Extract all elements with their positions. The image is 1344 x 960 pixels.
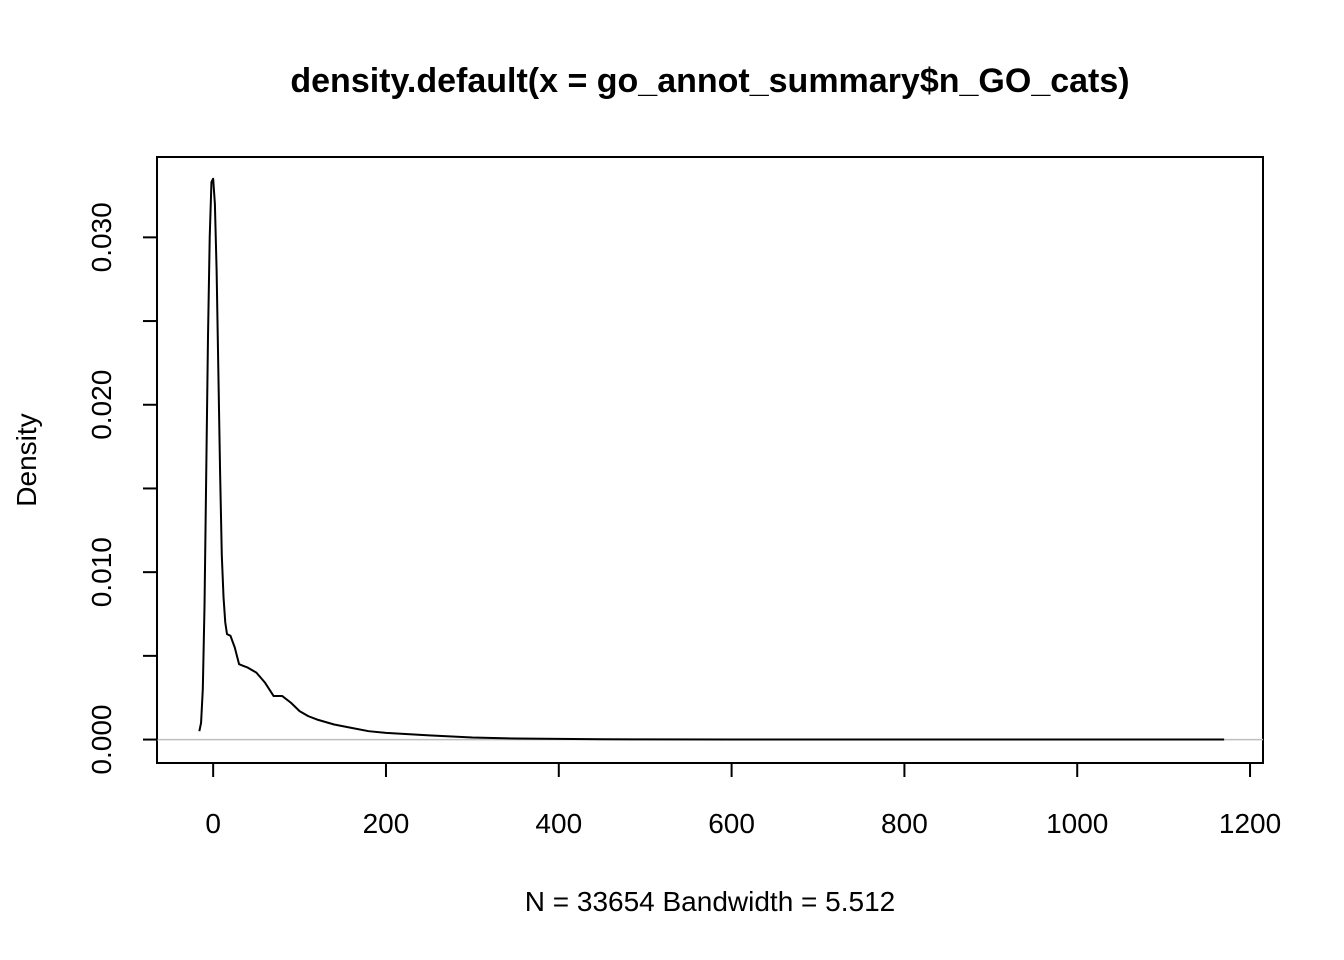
x-axis: 0 200 400 600 800 1000 1200: [205, 762, 1281, 839]
x-tick-label: 200: [363, 808, 410, 839]
x-tick-label: 400: [535, 808, 582, 839]
y-tick-label: 0.030: [86, 202, 117, 272]
x-tick-label: 1200: [1219, 808, 1281, 839]
x-tick-label: 0: [205, 808, 221, 839]
x-tick-label: 600: [708, 808, 755, 839]
y-tick-label: 0.000: [86, 705, 117, 775]
plot-frame: [156, 156, 1264, 764]
y-tick-label: 0.020: [86, 370, 117, 440]
y-axis-label: Density: [11, 413, 42, 506]
y-axis: 0.000 0.010 0.020 0.030: [86, 202, 158, 775]
chart-title: density.default(x = go_annot_summary$n_G…: [290, 62, 1129, 100]
x-tick-label: 1000: [1046, 808, 1108, 839]
density-curve: [198, 177, 1225, 741]
y-tick-label: 0.010: [86, 537, 117, 607]
x-tick-label: 800: [881, 808, 928, 839]
x-axis-label: N = 33654 Bandwidth = 5.512: [525, 886, 896, 917]
